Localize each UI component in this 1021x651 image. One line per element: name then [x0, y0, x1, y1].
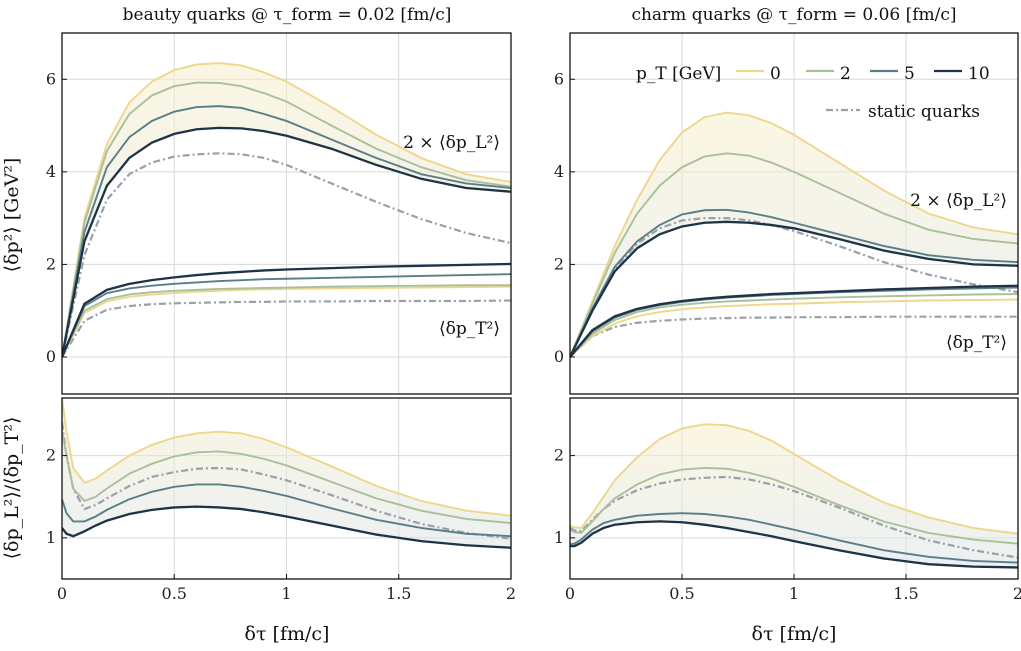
series-T-static [570, 315, 1018, 358]
y-tick-label-top: 6 [46, 69, 56, 88]
series-L-10 [62, 126, 511, 358]
y-axis-label-bottom: ⟨δp_L²⟩/⟨δp_T²⟩ [1, 417, 23, 560]
y-tick-label-top: 0 [46, 347, 56, 366]
axes-frame-top [569, 32, 1019, 395]
y-tick-label-bottom: 2 [46, 446, 56, 465]
x-axis-label-right: δτ [fm/c] [752, 623, 837, 645]
series-T-static [62, 299, 511, 358]
band-L [570, 112, 1018, 357]
series-ratio-0 [570, 423, 1018, 535]
x-tick-label: 2 [1013, 584, 1021, 603]
x-axis-label-left: δτ [fm/c] [245, 623, 330, 645]
legend-label-static: static quarks [868, 102, 980, 122]
y-tick-label-bottom: 2 [554, 446, 564, 465]
band-ratio [570, 424, 1018, 568]
series-T-5 [62, 273, 511, 358]
series-L-2 [570, 152, 1018, 358]
series-T-0 [570, 298, 1018, 358]
x-tick-label: 0.5 [162, 584, 187, 603]
annotation-T-beauty: ⟨δp_T²⟩ [439, 319, 500, 339]
x-tick-label: 0 [565, 584, 575, 603]
y-tick-label-bottom: 1 [46, 528, 56, 547]
panel-charm: 0 2 4 6 1 2 0 0.5 1 1.5 2 [554, 32, 1021, 603]
x-tick-label: 2 [506, 584, 516, 603]
y-tick-label-top: 2 [554, 254, 564, 273]
x-tick-label: 1.5 [386, 584, 411, 603]
series-ratio-0 [62, 398, 511, 517]
y-tick-label-top: 0 [554, 347, 564, 366]
x-tick-label: 0 [57, 584, 67, 603]
series-T-10 [570, 284, 1018, 358]
series-ratio-5 [570, 512, 1018, 564]
panel-title-beauty: beauty quarks @ τ_form = 0.02 [fm/c] [123, 5, 452, 25]
series-ratio-2 [62, 430, 511, 524]
series-L-2 [62, 81, 511, 358]
panel-beauty: 0 2 4 6 1 2 0 0.5 1 1.5 2 [46, 32, 516, 603]
series-ratio-static [62, 422, 511, 540]
y-tick-label-top: 6 [554, 69, 564, 88]
y-tick-label-bottom: 1 [554, 528, 564, 547]
y-tick-label-top: 4 [46, 162, 56, 181]
series-L-10 [570, 220, 1018, 358]
x-tick-label: 1 [789, 584, 799, 603]
legend-label-0: 0 [770, 64, 781, 84]
axes-frame-top [61, 32, 512, 395]
series-L-0 [62, 62, 511, 358]
legend-label-5: 5 [904, 64, 915, 84]
series-L-5 [570, 208, 1018, 358]
annotation-L-charm: 2 × ⟨δp_L²⟩ [910, 191, 1007, 211]
annotation-L-beauty: 2 × ⟨δp_L²⟩ [403, 133, 500, 153]
band-ratio [62, 398, 511, 548]
series-T-10 [62, 262, 511, 358]
series-L-0 [570, 111, 1018, 358]
legend-title: p_T [GeV] [636, 64, 721, 84]
series-ratio-2 [570, 466, 1018, 545]
series-T-0 [62, 285, 511, 358]
panel-title-charm: charm quarks @ τ_form = 0.06 [fm/c] [631, 5, 956, 25]
series-ratio-5 [62, 483, 511, 538]
series-L-5 [62, 105, 511, 358]
series-T-2 [62, 284, 511, 358]
annotation-T-charm: ⟨δp_T²⟩ [946, 333, 1007, 353]
y-tick-label-top: 4 [554, 162, 564, 181]
legend-label-10: 10 [968, 64, 990, 84]
series-ratio-static [570, 475, 1018, 559]
legend: p_T [GeV] 0 2 5 10 static quarks [636, 64, 990, 122]
x-tick-label: 1 [281, 584, 291, 603]
series-T-2 [570, 293, 1018, 358]
y-tick-label-top: 2 [46, 254, 56, 273]
series-ratio-10 [570, 520, 1018, 569]
series-ratio-10 [62, 505, 511, 549]
y-axis-label-top: ⟨δp²⟩ [GeV²] [1, 158, 23, 273]
series-L-static [62, 152, 511, 358]
x-tick-label: 1.5 [893, 584, 918, 603]
legend-label-2: 2 [840, 64, 851, 84]
series-L-static [570, 217, 1018, 358]
x-tick-label: 0.5 [669, 584, 694, 603]
